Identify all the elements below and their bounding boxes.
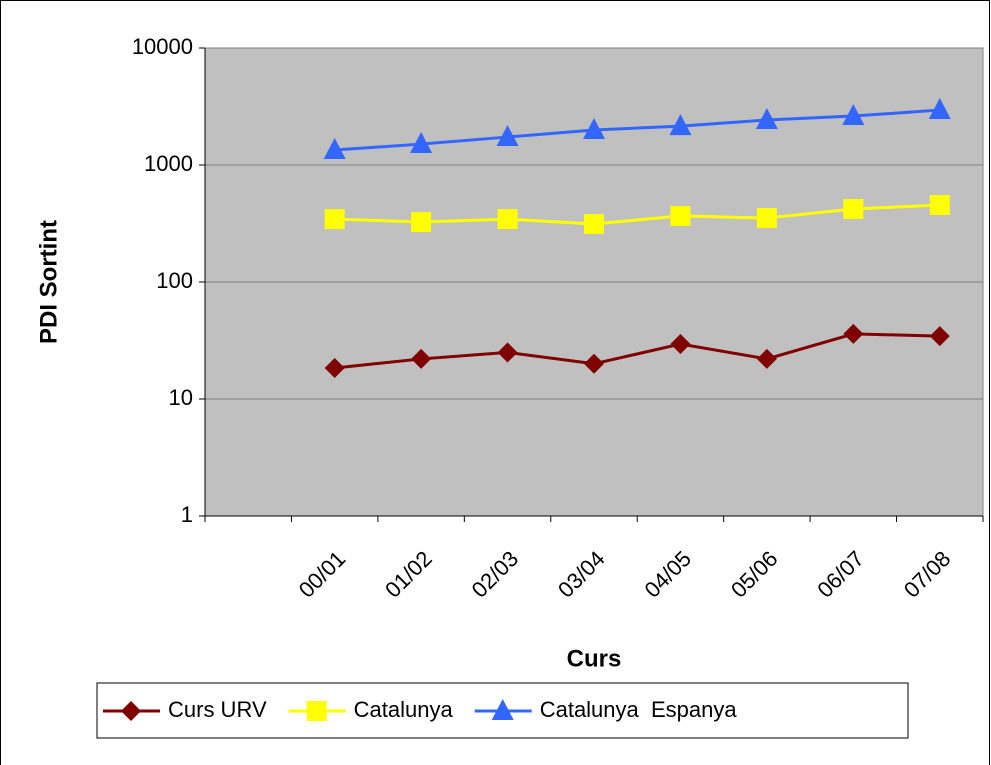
marker: [843, 323, 864, 344]
y-tick-label: 10: [169, 385, 193, 410]
legend-label: Catalunya: [354, 697, 454, 722]
marker: [121, 701, 141, 721]
marker: [929, 326, 950, 347]
marker: [583, 118, 605, 140]
marker: [410, 132, 433, 154]
marker: [491, 699, 514, 720]
legend-label: Catalunya Espanya: [540, 697, 738, 722]
marker: [324, 358, 345, 379]
marker: [756, 208, 777, 229]
marker: [411, 211, 432, 232]
x-axis-label: Curs: [567, 645, 622, 672]
marker: [323, 138, 346, 160]
marker: [928, 98, 951, 120]
marker: [411, 348, 432, 369]
marker: [842, 104, 865, 126]
marker: [843, 198, 864, 219]
marker: [497, 209, 518, 230]
series-line: [334, 108, 940, 152]
y-tick-label: 10000: [132, 34, 193, 59]
marker: [929, 195, 950, 216]
marker: [584, 214, 604, 235]
y-axis-label: PDI Sortint: [35, 220, 62, 344]
marker: [670, 205, 691, 226]
marker: [669, 114, 692, 136]
marker: [584, 353, 604, 374]
marker: [670, 334, 691, 355]
series-line: [334, 203, 940, 226]
series-line: [334, 332, 940, 370]
marker: [496, 125, 519, 147]
y-tick-label: 1000: [144, 151, 193, 176]
marker: [755, 107, 778, 129]
marker: [324, 209, 345, 230]
marker: [756, 348, 777, 369]
y-tick-label: 1: [181, 502, 193, 527]
legend-label: Curs URV: [168, 697, 267, 722]
y-tick-label: 100: [156, 268, 193, 293]
marker: [306, 701, 327, 721]
marker: [497, 342, 518, 363]
